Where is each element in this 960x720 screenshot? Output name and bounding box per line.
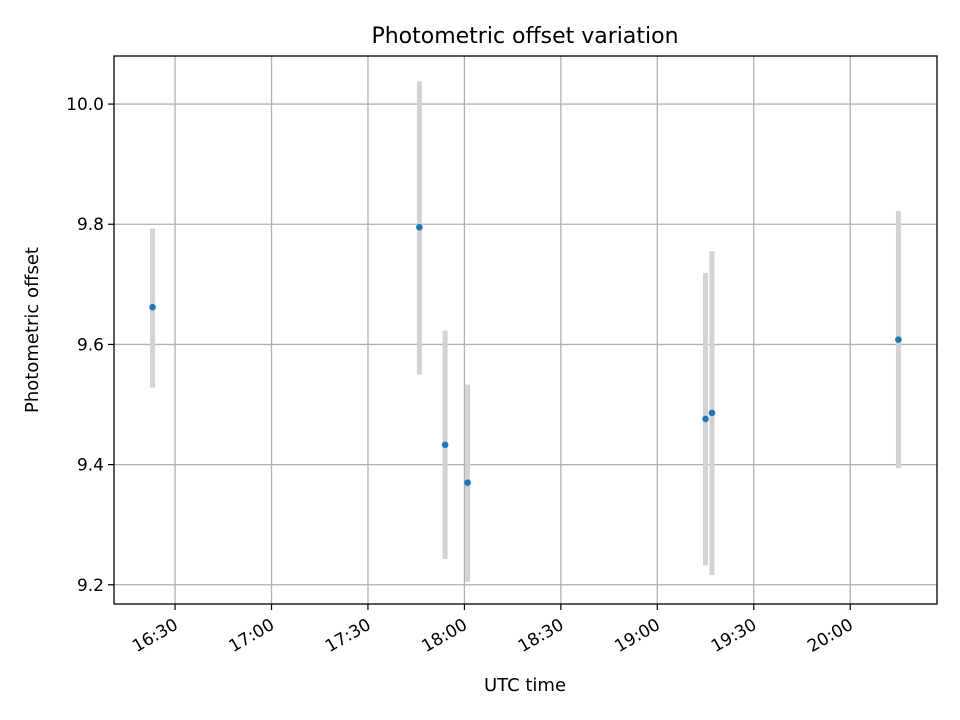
y-tick-label: 9.6 [77,335,104,355]
data-point [708,409,716,417]
x-axis-label: UTC time [484,675,566,696]
y-tick-label: 10.0 [66,95,104,115]
data-point [702,415,709,423]
grid [114,56,937,604]
chart-title: Photometric offset variation [371,24,678,49]
x-tick-label: 20:00 [804,615,856,657]
x-tick-label: 18:00 [418,615,470,657]
y-tick-label: 9.8 [77,215,104,235]
x-tick-label: 17:00 [226,615,278,657]
x-tick-label: 17:30 [322,615,374,657]
data-point [441,441,449,449]
data-point [464,479,471,486]
y-axis-ticks: 9.2 9.4 9.6 9.8 10.0 [66,95,114,596]
data-point [895,336,902,343]
x-tick-label: 18:30 [515,615,567,657]
plot-frame [113,55,938,605]
x-axis-ticks: 16:30 17:00 17:30 18:00 18:30 19:00 19:30 20:00 [129,604,857,657]
x-tick-label: 19:00 [611,615,663,657]
plot-background [114,56,937,604]
y-axis-label: Photometric offset [22,247,43,413]
x-tick-label: 19:30 [708,615,760,657]
data-point [416,223,423,231]
data-points [149,223,902,486]
x-tick-label: 16:30 [129,615,181,657]
y-tick-label: 9.4 [77,456,104,476]
data-point [149,303,156,311]
y-tick-label: 9.2 [77,576,104,596]
